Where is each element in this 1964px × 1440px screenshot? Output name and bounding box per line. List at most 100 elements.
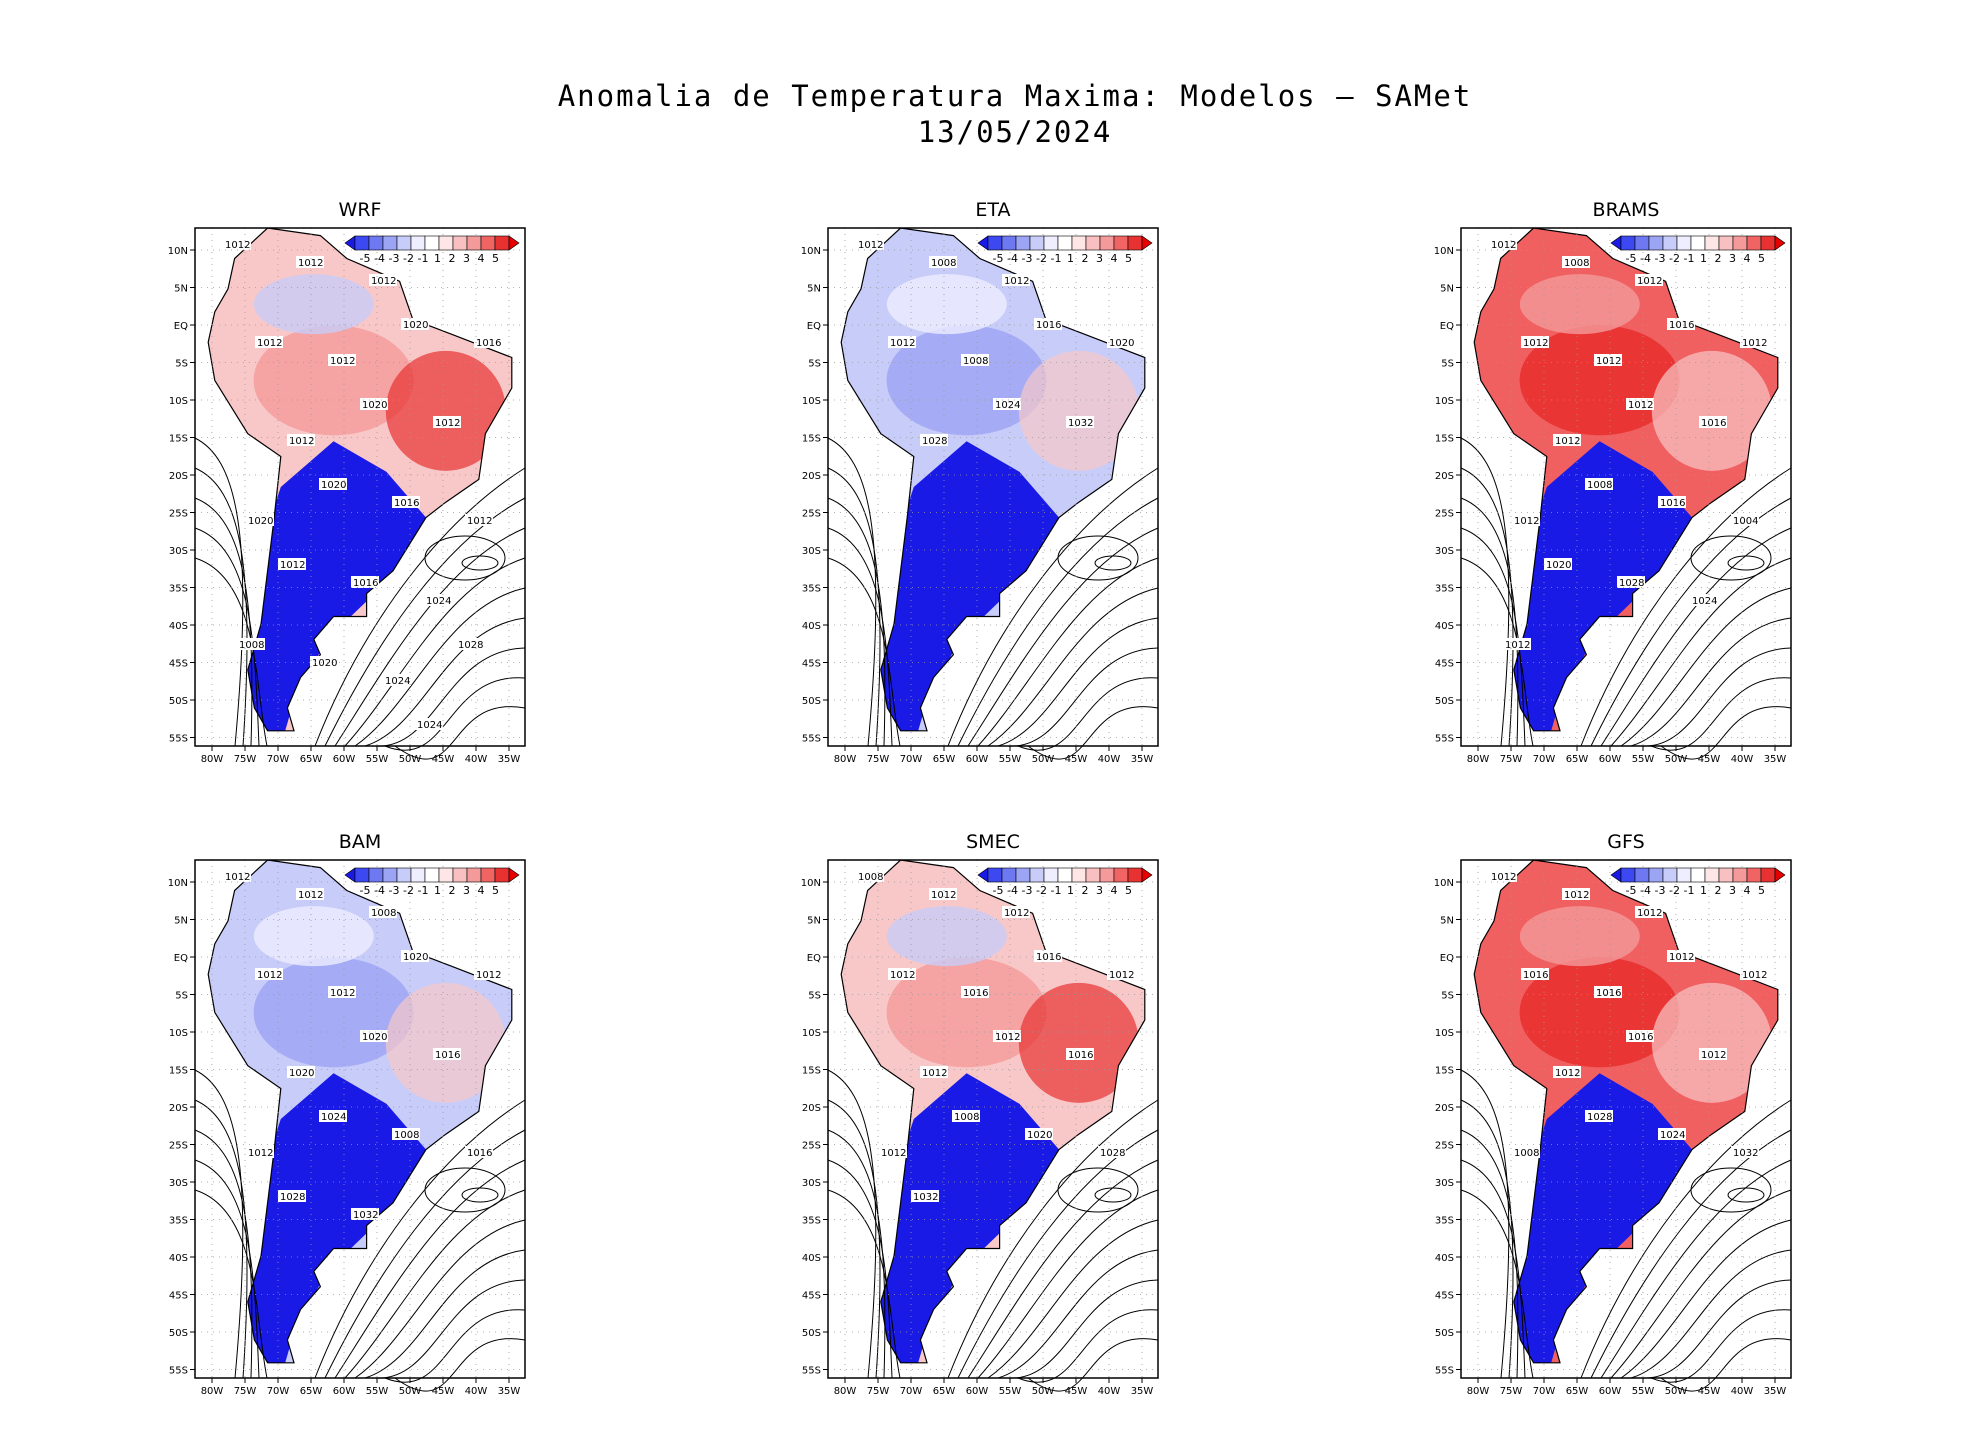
lat-tick-label: 10S <box>1435 1028 1454 1039</box>
isobar-label: 1012 <box>280 560 305 571</box>
isobar-label: 1012 <box>890 970 915 981</box>
axis-labels: 10N 5N EQ 5S 10S 15S 20S 25S 30S 35S 40S 45S 50S 55S 8… <box>801 878 1154 1397</box>
map-panel-smec: SMEC 1008 1012 1012 1012 1012 1016 1016 1012 1012… <box>801 831 1159 1397</box>
lat-tick-label: 15S <box>802 1066 821 1077</box>
isobars <box>194 437 526 760</box>
isobar-label: 1028 <box>1587 1112 1612 1123</box>
lat-tick-label: 10N <box>168 878 188 889</box>
lat-tick-label: 50S <box>1435 1328 1454 1339</box>
colorbar-label: -2 <box>403 252 414 265</box>
lon-tick-label: 55W <box>999 754 1022 765</box>
lat-tick-label: 10S <box>169 1028 188 1039</box>
map-panel-brams: BRAMS10121008101210161012101210161012101… <box>1434 199 1792 765</box>
lat-tick-label: 5S <box>175 991 188 1002</box>
lat-tick-label: 5N <box>1440 284 1454 295</box>
lat-tick-label: 55S <box>1435 1366 1454 1377</box>
isobar-label: 1020 <box>403 952 428 963</box>
colorbar-label: 5 <box>1758 884 1765 897</box>
colorbar-label: 4 <box>1111 252 1118 265</box>
lat-tick-label: 50S <box>1435 696 1454 707</box>
isobar-label: 1012 <box>257 338 282 349</box>
lon-tick-label: 45W <box>1065 754 1088 765</box>
cold-anomaly-region <box>861 441 1059 731</box>
isobar-label: 1012 <box>1505 640 1530 651</box>
lat-tick-label: 55S <box>802 1366 821 1377</box>
colorbar-label: 1 <box>434 252 441 265</box>
colorbar-label: 2 <box>1082 252 1089 265</box>
isobar-label: 1012 <box>476 970 501 981</box>
coastline <box>840 859 1146 1364</box>
lat-tick-label: 25S <box>1435 509 1454 520</box>
coastline <box>207 227 513 732</box>
lat-tick-label: 30S <box>169 546 188 557</box>
colorbar-label: 3 <box>463 884 470 897</box>
colorbar-label: 1 <box>1700 252 1707 265</box>
panel-title: BAM <box>339 831 381 853</box>
isobar-labels: 1012 1012 1012 1012 1012 1012 1020 1016 1012 1020… <box>223 238 502 731</box>
lat-tick-label: 25S <box>1435 1141 1454 1152</box>
panel-title: GFS <box>1607 831 1644 853</box>
lat-tick-label: 20S <box>802 471 821 482</box>
isobar-label: 1012 <box>1669 952 1694 963</box>
lat-tick-label: 45S <box>1435 1291 1454 1302</box>
lat-tick-label: 40S <box>169 1253 188 1264</box>
isobar-label: 1024 <box>1692 596 1717 607</box>
colorbar: -5 -4 -3 -2 -1 1 2 3 4 5 <box>977 867 1153 897</box>
isobars <box>194 1069 526 1392</box>
isobar-label: 1012 <box>1523 338 1548 349</box>
lon-tick-label: 50W <box>1032 754 1055 765</box>
lat-tick-label: 25S <box>802 509 821 520</box>
lat-tick-label: EQ <box>1440 953 1454 964</box>
lat-tick-label: 45S <box>169 1291 188 1302</box>
lat-lon-grid <box>195 228 525 746</box>
lon-tick-label: 70W <box>267 754 290 765</box>
isobar-label: 1008 <box>931 258 956 269</box>
isobar-label: 1016 <box>1068 1050 1093 1061</box>
isobar-label: 1008 <box>394 1130 419 1141</box>
isobar-label: 1012 <box>330 356 355 367</box>
isobar-label: 1012 <box>467 516 492 527</box>
isobar-label: 1012 <box>1742 338 1767 349</box>
lon-tick-label: 45W <box>1065 1386 1088 1397</box>
lon-tick-label: 70W <box>900 1386 923 1397</box>
colorbar: -5 -4 -3 -2 -1 1 2 3 4 5 <box>1610 867 1786 897</box>
lat-tick-label: 10N <box>801 878 821 889</box>
isobar-label: 1020 <box>312 658 337 669</box>
lon-tick-label: 75W <box>867 754 890 765</box>
isobar-label: 1012 <box>1701 1050 1726 1061</box>
colorbar-label: 2 <box>1082 884 1089 897</box>
lat-tick-label: 45S <box>1435 659 1454 670</box>
cold-anomaly-region <box>228 1073 426 1363</box>
colorbar-label: -4 <box>374 252 385 265</box>
colorbar-label: -4 <box>1007 884 1018 897</box>
colorbar-label: -2 <box>1036 884 1047 897</box>
lat-tick-label: 25S <box>802 1141 821 1152</box>
isobar-label: 1012 <box>298 890 323 901</box>
lat-tick-label: 5S <box>808 359 821 370</box>
lon-tick-label: 80W <box>201 1386 224 1397</box>
lat-tick-label: 5N <box>174 916 188 927</box>
coastline <box>840 227 1146 732</box>
isobar-labels: 1012 1012 1012 1012 1016 1016 1012 1012 1012 1016… <box>1489 870 1768 1159</box>
lat-tick-label: EQ <box>174 953 188 964</box>
isobar-label: 1020 <box>1109 338 1134 349</box>
lon-tick-label: 55W <box>1632 1386 1655 1397</box>
isobar-label: 1016 <box>435 1050 460 1061</box>
lon-tick-label: 50W <box>399 1386 422 1397</box>
isobars <box>827 1069 1159 1392</box>
isobar-label: 1012 <box>858 240 883 251</box>
isobar-label: 1028 <box>1100 1148 1125 1159</box>
isobar-label: 1008 <box>239 640 264 651</box>
map-frame <box>1460 227 1792 747</box>
lat-tick-label: 45S <box>802 1291 821 1302</box>
lat-tick-label: 40S <box>1435 1253 1454 1264</box>
lon-tick-label: 35W <box>1131 754 1154 765</box>
colorbar-label: -3 <box>1655 252 1666 265</box>
isobar-label: 1012 <box>931 890 956 901</box>
lat-tick-label: 20S <box>169 1103 188 1114</box>
isobar-label: 1028 <box>280 1192 305 1203</box>
lat-tick-label: 40S <box>802 1253 821 1264</box>
figure-title: Anomalia de Temperatura Maxima: Modelos … <box>0 78 1964 150</box>
isobar-label: 1008 <box>371 908 396 919</box>
